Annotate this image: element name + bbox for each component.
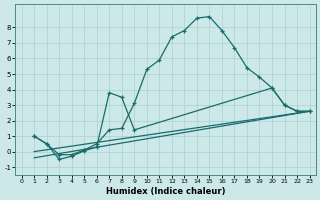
X-axis label: Humidex (Indice chaleur): Humidex (Indice chaleur)	[106, 187, 225, 196]
